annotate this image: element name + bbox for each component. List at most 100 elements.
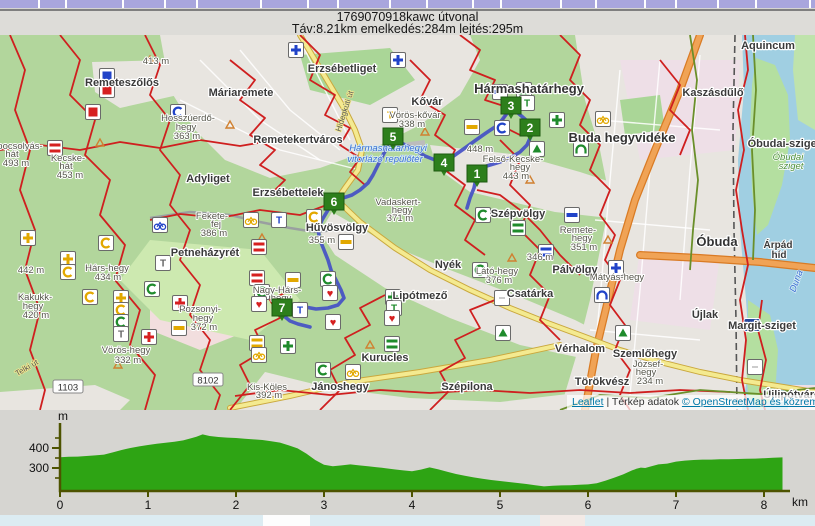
map-label: hegy <box>392 205 413 216</box>
cross-b-trail-icon <box>390 52 406 68</box>
map-label: 234 m <box>637 376 663 387</box>
map-label: 355 m <box>309 235 335 246</box>
map-label: sziget <box>779 161 804 172</box>
map-label: Aquincum <box>741 40 795 52</box>
map-label: fej <box>211 219 221 230</box>
peak-markers <box>94 54 614 369</box>
map-label: hegy <box>510 162 531 173</box>
leaflet-link[interactable]: Leaflet <box>572 396 604 408</box>
trail-sign-icons: TTT♥♥T♥T♥TT6 <box>20 42 763 380</box>
map-label: Vörös-hegy <box>102 345 151 356</box>
header-divider <box>0 9 815 11</box>
map-label: Máriaremete <box>209 87 274 99</box>
map-label: Hármashatárhegyi <box>349 143 428 154</box>
bike-b-trail-icon <box>152 217 168 233</box>
stripe2-g-trail-icon <box>510 220 526 236</box>
map-canvas[interactable]: TTT♥♥T♥T♥TT611038102ErzsébetligetMáriare… <box>0 35 815 410</box>
km-marker-4[interactable]: 4 <box>433 153 455 176</box>
svg-text:2: 2 <box>527 121 534 135</box>
map-label: Látó-hegy <box>476 266 519 277</box>
stripe-y-trail-icon <box>285 272 301 288</box>
creek-path <box>149 210 336 234</box>
map-label: Adyliget <box>186 173 230 185</box>
km-marker-1[interactable]: 1 <box>466 164 488 187</box>
stripe2-b-trail-icon <box>538 244 554 260</box>
x-tick-label: 0 <box>57 498 64 512</box>
map-label: 443 m <box>503 171 529 182</box>
cross-b-trail-icon <box>288 42 304 58</box>
svg-text:♥: ♥ <box>327 288 334 300</box>
map-label: vitorlázó repülőtér <box>347 154 423 165</box>
svg-text:T: T <box>118 330 124 341</box>
map-label: Jánoshegy <box>311 381 369 393</box>
osm-link[interactable]: © OpenStreetMap és közreműk <box>681 396 815 408</box>
sq-r-trail-icon <box>85 104 101 120</box>
heart-r-trail-icon: ♥ <box>325 314 341 330</box>
map-label: hegy <box>23 301 44 312</box>
y-axis-unit: m <box>58 410 68 423</box>
map-label: Nyék <box>435 259 462 271</box>
stripe2-r-trail-icon <box>251 239 267 255</box>
map-label: Pozsonyi- <box>179 304 221 315</box>
t-gy-trail-icon: T <box>155 255 171 271</box>
map-label: Buda hegyvidéke <box>569 130 676 145</box>
svg-text:4: 4 <box>441 156 448 170</box>
c-b-trail-icon <box>170 104 186 120</box>
map-label: Felső-Kecske- <box>483 154 544 165</box>
map-label: 386 m <box>201 228 227 239</box>
km-marker-7[interactable]: 7 <box>271 298 293 321</box>
svg-text:T: T <box>524 99 530 110</box>
bottom-strip-pink-segment <box>540 515 585 526</box>
map-label: Remeteszőlős <box>85 77 159 89</box>
y-tick-label: 300 <box>29 461 49 475</box>
map-label: híd <box>772 250 787 261</box>
km-marker-3[interactable]: 3 <box>500 96 522 119</box>
map-label: Petneházyrét <box>171 247 240 259</box>
map-label: hát <box>5 149 19 160</box>
c-g-trail-icon <box>144 281 160 297</box>
roads <box>227 35 815 410</box>
map-label: hegy <box>572 233 593 244</box>
x-tick-label: 6 <box>585 498 592 512</box>
t-g-trail-icon: T <box>519 95 535 111</box>
bottom-cutoff-strip <box>0 515 815 526</box>
map-label: Pálvölgy <box>552 264 598 276</box>
x-tick-label: 3 <box>321 498 328 512</box>
svg-text:1103: 1103 <box>58 383 78 394</box>
omega-g-trail-icon <box>573 141 589 157</box>
map-label: 442 m <box>18 265 44 276</box>
c-g-trail-icon <box>254 284 270 300</box>
map-label: Árpád <box>764 238 793 251</box>
cross-g-trail-icon <box>280 338 296 354</box>
map-label: Szépilona <box>441 381 493 393</box>
map-label: Erzsébettelek <box>253 187 325 199</box>
map-label: Szépvölgy <box>491 208 546 220</box>
map-label: Vadaskert- <box>375 197 420 208</box>
cross-r-trail-icon <box>141 329 157 345</box>
heart-r-trail-icon: ♥ <box>251 296 267 312</box>
map-label: 363 m <box>174 131 200 142</box>
map-label: hegy <box>176 122 197 133</box>
map-label: hegy <box>636 367 657 378</box>
map-label: hegy <box>193 313 214 324</box>
km-marker-2[interactable]: 2 <box>519 118 541 141</box>
route-title: 1769070918kawc útvonal <box>336 10 479 24</box>
svg-text:T: T <box>387 111 393 122</box>
km-marker-5[interactable]: 5 <box>382 127 404 150</box>
km-marker-6[interactable]: 6 <box>323 192 345 215</box>
c-g-trail-icon <box>315 362 331 378</box>
x-tick-label: 8 <box>761 498 768 512</box>
elevation-chart-canvas: m 400 300 0 1 2 3 4 5 6 7 8 km <box>29 409 808 512</box>
map-label: Remete- <box>560 225 596 236</box>
svg-text:♥: ♥ <box>330 317 337 329</box>
map-label: Kővár <box>411 96 443 108</box>
map-label: Hárs-hegy <box>85 263 129 274</box>
svg-text:T: T <box>297 306 303 317</box>
bottom-strip-white-segment <box>263 515 310 526</box>
tri-g-trail-icon <box>529 141 545 157</box>
map-label: Kis-Köles <box>247 382 287 393</box>
leaflet-map[interactable]: T T T ♥ ♥ T ♥ T ♥ T T 6 1103 8102 Erzsébetliget Máriare… <box>0 35 815 410</box>
t-y-trail-icon: T <box>382 107 398 123</box>
empty-gy-trail-icon <box>494 290 510 306</box>
